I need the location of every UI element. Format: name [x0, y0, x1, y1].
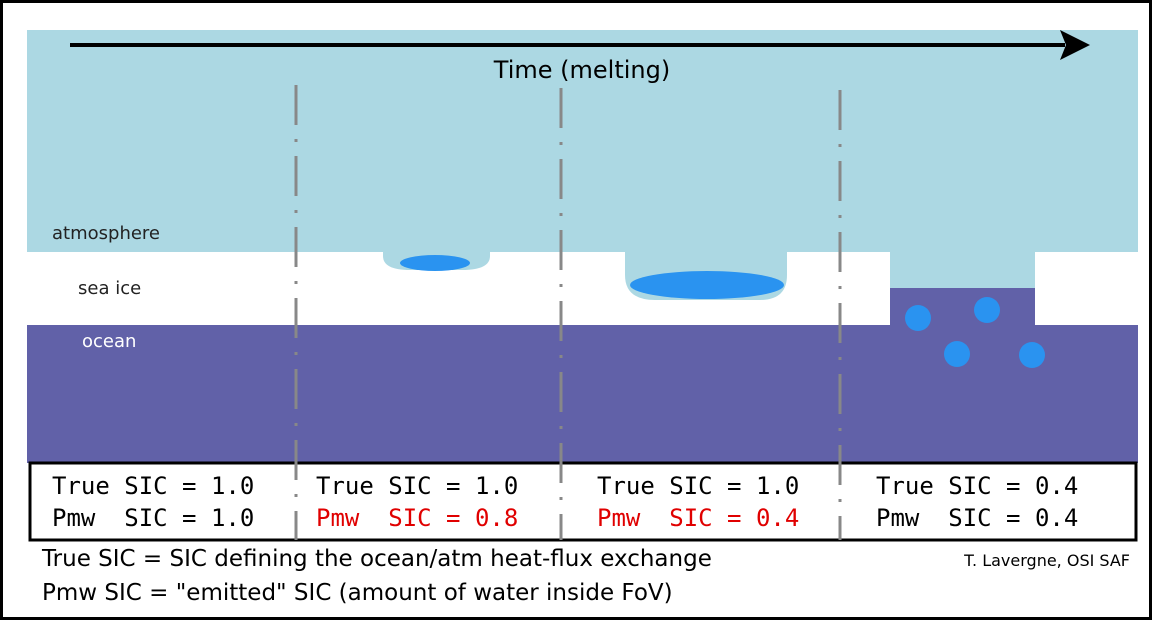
layer-label: ocean — [82, 331, 136, 352]
arrow-head — [1060, 30, 1090, 60]
sic-text: Pmw SIC = 1.0 — [52, 504, 254, 532]
credit: T. Lavergne, OSI SAF — [963, 551, 1130, 570]
legend-line: Pmw SIC = "emitted" SIC (amount of water… — [42, 580, 673, 606]
layer-label: atmosphere — [52, 223, 160, 244]
dividers — [294, 85, 842, 540]
open-sky — [890, 252, 1035, 288]
sic-text: True SIC = 1.0 — [597, 472, 799, 500]
droplet — [974, 297, 1000, 323]
sic-text: Pmw SIC = 0.4 — [597, 504, 799, 532]
melt-pond — [630, 271, 784, 299]
atmosphere-layer — [27, 30, 1138, 252]
droplet — [944, 341, 970, 367]
time-label: Time (melting) — [493, 56, 670, 84]
sic-text: True SIC = 1.0 — [316, 472, 518, 500]
droplet — [1019, 342, 1045, 368]
legend-line: True SIC = SIC defining the ocean/atm he… — [41, 546, 712, 572]
melt-pond — [400, 255, 470, 271]
sic-text: Pmw SIC = 0.4 — [876, 504, 1078, 532]
sic-text: True SIC = 0.4 — [876, 472, 1078, 500]
layer-label: sea ice — [78, 278, 141, 299]
table-box — [28, 461, 1138, 542]
sic-text: Pmw SIC = 0.8 — [316, 504, 518, 532]
droplets — [905, 297, 1045, 368]
droplet — [905, 305, 931, 331]
sic-text: True SIC = 1.0 — [52, 472, 254, 500]
ocean-layer — [27, 325, 1138, 463]
